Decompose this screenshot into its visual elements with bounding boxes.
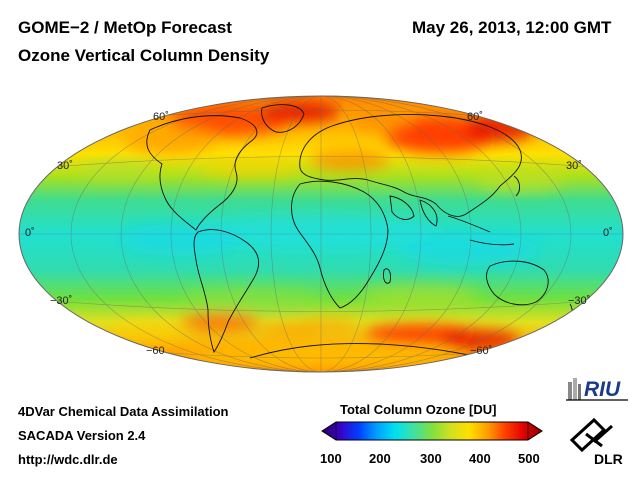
riu-logo-graphic: RIU xyxy=(566,378,628,401)
graticule xyxy=(19,96,623,372)
lat-label-left-0: 0˚ xyxy=(25,227,35,239)
colorbar-title: Total Column Ozone [DU] xyxy=(340,402,497,417)
lat-label-left-m30: −30˚ xyxy=(50,295,73,307)
south-america-coast xyxy=(193,229,260,354)
riu-logo-text: RIU xyxy=(584,378,621,401)
australia-coast xyxy=(486,260,549,306)
greenland-coast xyxy=(261,104,305,133)
antarctica-coast xyxy=(249,343,501,363)
colorbar-gradient xyxy=(321,421,543,441)
lat-label-right-m30: −30˚ xyxy=(568,295,591,307)
footer-line1: 4DVar Chemical Data Assimilation xyxy=(18,404,229,419)
colorbar-tick-500: 500 xyxy=(518,451,540,466)
colorbar-tick-400: 400 xyxy=(469,451,491,466)
japan-coast xyxy=(513,175,521,197)
footer-link[interactable]: http://wdc.dlr.de xyxy=(18,452,118,467)
lat-label-right-30: 30˚ xyxy=(566,160,582,172)
lat-label-right-m60: −60˚ xyxy=(470,345,493,357)
madagascar-coast xyxy=(383,268,391,284)
lat-label-left-30: 30˚ xyxy=(57,160,73,172)
arabia-india-coast xyxy=(389,195,438,227)
colorbar-tick-300: 300 xyxy=(420,451,442,466)
colorbar-tick-200: 200 xyxy=(369,451,391,466)
dlr-logo-graphic: DLR xyxy=(569,417,623,467)
dlr-logo: DLR xyxy=(564,416,624,468)
north-america-coast xyxy=(146,115,258,231)
header-subtitle: Ozone Vertical Column Density xyxy=(18,46,270,65)
header-datetime: May 26, 2013, 12:00 GMT xyxy=(412,18,612,37)
eurasia-coast xyxy=(299,114,522,217)
ozone-field xyxy=(19,96,623,372)
header-title: GOME−2 / MetOp Forecast xyxy=(18,18,232,37)
dlr-logo-text: DLR xyxy=(594,451,623,467)
lat-label-left-m60: −60 xyxy=(146,345,165,357)
lat-label-right-60: 60˚ xyxy=(467,111,483,123)
africa-coast xyxy=(291,180,389,309)
lat-label-right-0: 0˚ xyxy=(603,227,613,239)
se-asia-coast xyxy=(447,215,515,246)
colorbar xyxy=(321,421,543,441)
globe-outline xyxy=(18,95,624,373)
riu-logo: RIU xyxy=(566,372,628,406)
colorbar-tick-100: 100 xyxy=(320,451,342,466)
coastlines xyxy=(146,104,573,363)
footer-line2: SACADA Version 2.4 xyxy=(18,428,146,443)
lat-label-left-60: 60˚ xyxy=(153,111,169,123)
